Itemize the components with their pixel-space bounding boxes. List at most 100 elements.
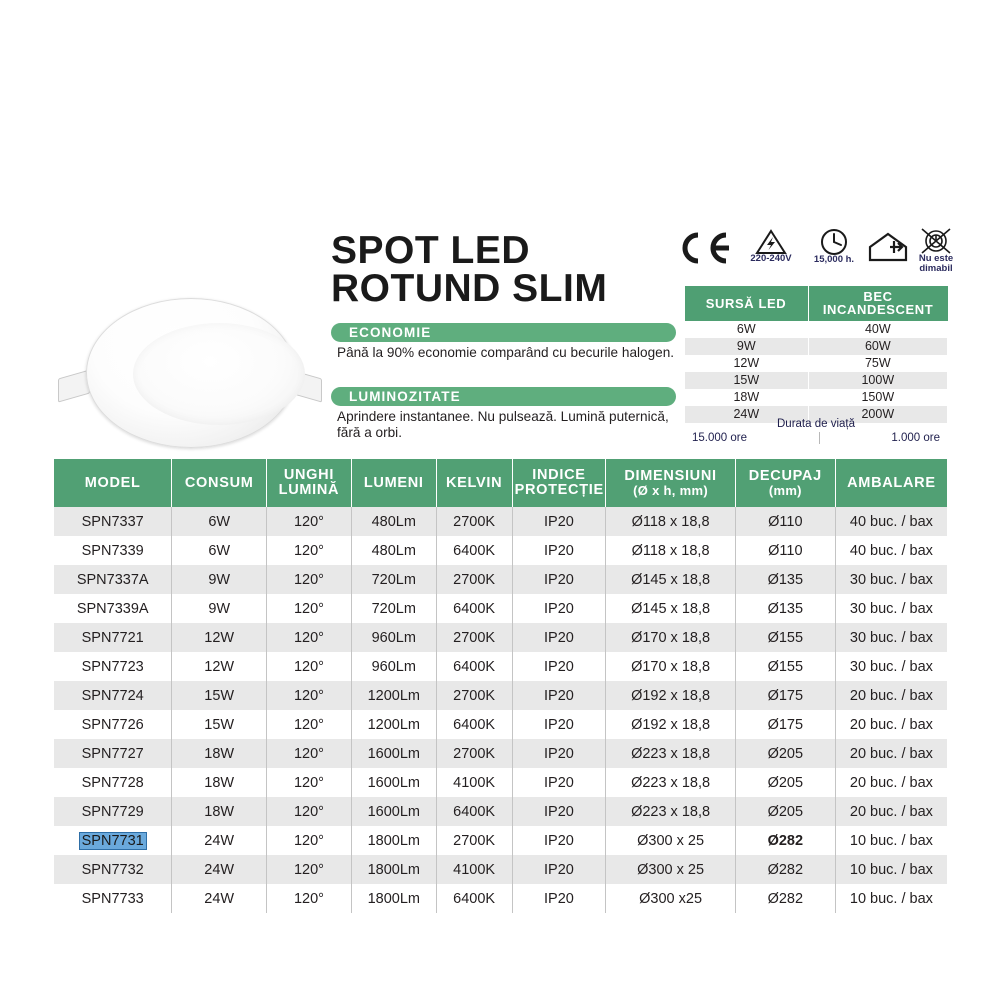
- spec-cell-ambalare[interactable]: 30 buc. / bax: [834, 565, 947, 594]
- spec-cell-consum[interactable]: 24W: [171, 884, 267, 913]
- spec-cell-indice[interactable]: IP20: [511, 507, 606, 536]
- spec-cell-model[interactable]: SPN7732: [54, 855, 172, 884]
- spec-cell-ambalare[interactable]: 20 buc. / bax: [834, 797, 947, 826]
- spec-cell-model[interactable]: SPN7337A: [54, 565, 172, 594]
- table-row[interactable]: SPN7339 6W 120° 480Lm 6400K IP20 Ø118 x 18,8 Ø1…: [54, 536, 947, 565]
- spec-cell-model[interactable]: SPN7724: [54, 681, 172, 710]
- spec-cell-kelvin[interactable]: 2700K: [435, 826, 513, 855]
- spec-cell-lumeni[interactable]: 1200Lm: [350, 681, 437, 710]
- spec-cell-kelvin[interactable]: 6400K: [435, 594, 513, 623]
- spec-cell-dimensiuni[interactable]: Ø300 x25: [605, 884, 736, 913]
- spec-cell-consum[interactable]: 9W: [171, 594, 267, 623]
- table-row[interactable]: SPN7721 12W 120° 960Lm 2700K IP20 Ø170 x 18,8 Ø…: [54, 623, 947, 652]
- spec-cell-consum[interactable]: 18W: [171, 768, 267, 797]
- spec-cell-indice[interactable]: IP20: [511, 681, 606, 710]
- spec-cell-kelvin[interactable]: 4100K: [435, 855, 513, 884]
- spec-cell-kelvin[interactable]: 2700K: [435, 739, 513, 768]
- spec-cell-indice[interactable]: IP20: [511, 797, 606, 826]
- table-row[interactable]: SPN7726 15W 120° 1200Lm 6400K IP20 Ø192 x 18,8…: [54, 710, 947, 739]
- spec-cell-model[interactable]: SPN7733: [54, 884, 172, 913]
- spec-cell-lumeni[interactable]: 960Lm: [350, 623, 437, 652]
- spec-cell-kelvin[interactable]: 6400K: [435, 797, 513, 826]
- spec-cell-ambalare[interactable]: 40 buc. / bax: [834, 507, 947, 536]
- spec-cell-decupaj[interactable]: Ø175: [734, 710, 836, 739]
- spec-cell-kelvin[interactable]: 2700K: [435, 507, 513, 536]
- spec-cell-dimensiuni[interactable]: Ø300 x 25: [605, 855, 736, 884]
- table-row[interactable]: SPN7723 12W 120° 960Lm 6400K IP20 Ø170 x 18,8 Ø…: [54, 652, 947, 681]
- spec-cell-unghi[interactable]: 120°: [266, 797, 352, 826]
- spec-cell-indice[interactable]: IP20: [511, 710, 606, 739]
- spec-cell-dimensiuni[interactable]: Ø223 x 18,8: [605, 768, 736, 797]
- spec-cell-decupaj[interactable]: Ø155: [734, 623, 836, 652]
- spec-cell-decupaj[interactable]: Ø205: [734, 739, 836, 768]
- spec-cell-dimensiuni[interactable]: Ø300 x 25: [605, 826, 736, 855]
- spec-cell-consum[interactable]: 9W: [171, 565, 267, 594]
- spec-cell-dimensiuni[interactable]: Ø145 x 18,8: [605, 594, 736, 623]
- spec-cell-decupaj[interactable]: Ø205: [734, 797, 836, 826]
- spec-cell-dimensiuni[interactable]: Ø170 x 18,8: [605, 623, 736, 652]
- spec-cell-ambalare[interactable]: 20 buc. / bax: [834, 710, 947, 739]
- spec-cell-ambalare[interactable]: 40 buc. / bax: [834, 536, 947, 565]
- spec-cell-decupaj[interactable]: Ø135: [734, 594, 836, 623]
- spec-cell-indice[interactable]: IP20: [511, 594, 606, 623]
- spec-cell-unghi[interactable]: 120°: [266, 652, 352, 681]
- spec-cell-indice[interactable]: IP20: [511, 884, 606, 913]
- spec-cell-lumeni[interactable]: 720Lm: [350, 565, 437, 594]
- spec-cell-lumeni[interactable]: 1800Lm: [350, 826, 437, 855]
- spec-cell-dimensiuni[interactable]: Ø145 x 18,8: [605, 565, 736, 594]
- spec-cell-unghi[interactable]: 120°: [266, 623, 352, 652]
- spec-cell-lumeni[interactable]: 480Lm: [350, 536, 437, 565]
- spec-cell-consum[interactable]: 18W: [171, 797, 267, 826]
- spec-cell-kelvin[interactable]: 2700K: [435, 681, 513, 710]
- spec-cell-indice[interactable]: IP20: [511, 623, 606, 652]
- spec-cell-unghi[interactable]: 120°: [266, 826, 352, 855]
- spec-cell-consum[interactable]: 18W: [171, 739, 267, 768]
- spec-cell-model[interactable]: SPN7337: [54, 507, 172, 536]
- spec-cell-decupaj[interactable]: Ø282: [734, 884, 836, 913]
- spec-cell-ambalare[interactable]: 30 buc. / bax: [834, 652, 947, 681]
- spec-cell-lumeni[interactable]: 1800Lm: [350, 855, 437, 884]
- spec-cell-indice[interactable]: IP20: [511, 652, 606, 681]
- spec-cell-decupaj[interactable]: Ø110: [734, 536, 836, 565]
- spec-cell-unghi[interactable]: 120°: [266, 565, 352, 594]
- spec-cell-kelvin[interactable]: 2700K: [435, 565, 513, 594]
- spec-cell-consum[interactable]: 6W: [171, 536, 267, 565]
- spec-cell-indice[interactable]: IP20: [511, 739, 606, 768]
- table-row[interactable]: SPN7727 18W 120° 1600Lm 2700K IP20 Ø223 x 18,8…: [54, 739, 947, 768]
- spec-cell-kelvin[interactable]: 6400K: [435, 652, 513, 681]
- spec-cell-consum[interactable]: 12W: [171, 623, 267, 652]
- spec-cell-model[interactable]: SPN7731: [54, 826, 172, 855]
- spec-cell-dimensiuni[interactable]: Ø118 x 18,8: [605, 507, 736, 536]
- spec-cell-ambalare[interactable]: 20 buc. / bax: [834, 681, 947, 710]
- spec-cell-model[interactable]: SPN7723: [54, 652, 172, 681]
- spec-cell-consum[interactable]: 15W: [171, 710, 267, 739]
- table-row[interactable]: SPN7731 24W 120° 1800Lm 2700K IP20 Ø300 x 25 Ø2…: [54, 826, 947, 855]
- spec-cell-unghi[interactable]: 120°: [266, 507, 352, 536]
- spec-cell-lumeni[interactable]: 960Lm: [350, 652, 437, 681]
- spec-cell-consum[interactable]: 24W: [171, 855, 267, 884]
- spec-cell-ambalare[interactable]: 20 buc. / bax: [834, 739, 947, 768]
- spec-cell-decupaj[interactable]: Ø282: [734, 826, 836, 855]
- spec-cell-kelvin[interactable]: 6400K: [435, 884, 513, 913]
- spec-cell-kelvin[interactable]: 6400K: [435, 710, 513, 739]
- spec-cell-lumeni[interactable]: 1600Lm: [350, 797, 437, 826]
- spec-cell-kelvin[interactable]: 6400K: [435, 536, 513, 565]
- spec-cell-decupaj[interactable]: Ø282: [734, 855, 836, 884]
- spec-cell-dimensiuni[interactable]: Ø170 x 18,8: [605, 652, 736, 681]
- spec-cell-dimensiuni[interactable]: Ø192 x 18,8: [605, 681, 736, 710]
- spec-cell-consum[interactable]: 12W: [171, 652, 267, 681]
- spec-cell-unghi[interactable]: 120°: [266, 681, 352, 710]
- table-row[interactable]: SPN7337 6W 120° 480Lm 2700K IP20 Ø118 x 18,8 Ø1…: [54, 507, 947, 536]
- spec-cell-unghi[interactable]: 120°: [266, 536, 352, 565]
- spec-cell-consum[interactable]: 6W: [171, 507, 267, 536]
- spec-cell-unghi[interactable]: 120°: [266, 884, 352, 913]
- table-row[interactable]: SPN7724 15W 120° 1200Lm 2700K IP20 Ø192 x 18,8…: [54, 681, 947, 710]
- spec-cell-decupaj[interactable]: Ø155: [734, 652, 836, 681]
- spec-cell-indice[interactable]: IP20: [511, 536, 606, 565]
- spec-cell-model[interactable]: SPN7721: [54, 623, 172, 652]
- spec-cell-lumeni[interactable]: 1600Lm: [350, 768, 437, 797]
- spec-cell-model[interactable]: SPN7729: [54, 797, 172, 826]
- spec-cell-kelvin[interactable]: 2700K: [435, 623, 513, 652]
- spec-cell-dimensiuni[interactable]: Ø223 x 18,8: [605, 739, 736, 768]
- spec-cell-decupaj[interactable]: Ø175: [734, 681, 836, 710]
